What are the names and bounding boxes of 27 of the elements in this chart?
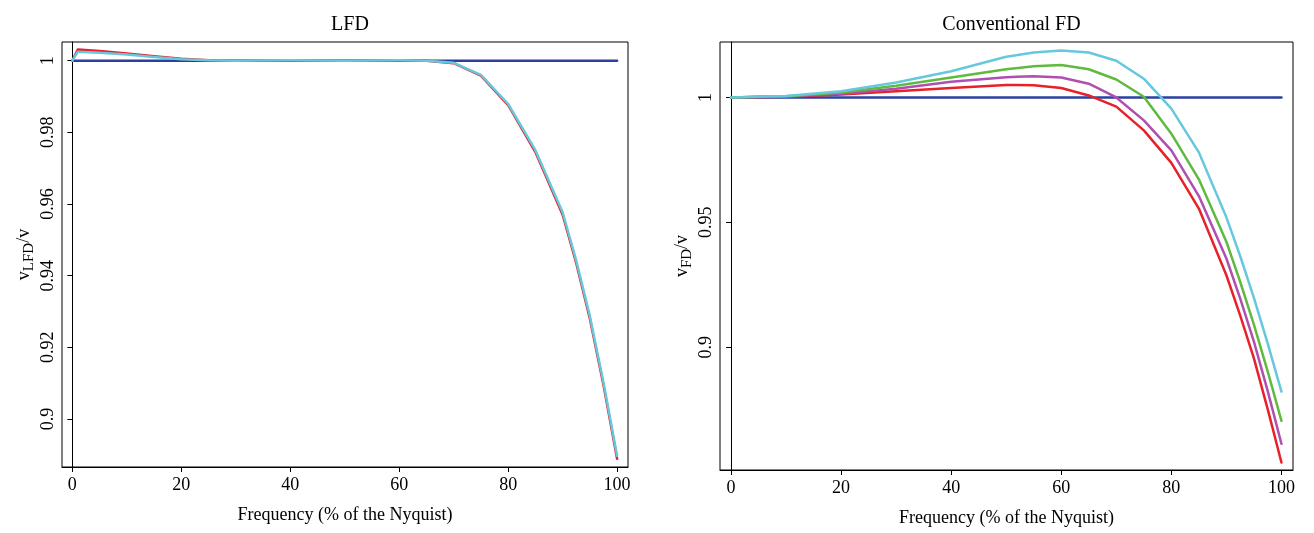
y-tick-label: 0.9 [695,335,715,359]
x-tick-label: 100 [1267,477,1295,497]
y-tick-label: 1 [695,92,715,102]
chart-title: Conventional FD [942,12,1081,34]
y-tick-label: 0.95 [695,206,715,239]
x-tick-label: 0 [67,474,77,494]
y-tick-label: 0.98 [37,116,57,149]
chart-title: LFD [331,12,369,34]
y-tick-label: 0.92 [37,331,57,364]
x-tick-label: 40 [942,477,961,497]
x-tick-label: 60 [1052,477,1071,497]
x-tick-label: 100 [603,474,631,494]
y-axis-title: vFD/v [671,234,694,278]
x-tick-label: 40 [281,474,300,494]
x-tick-label: 0 [726,477,736,497]
x-tick-label: 20 [832,477,851,497]
y-tick-label: 1 [37,56,57,66]
x-axis-title: Frequency (% of the Nyquist) [899,507,1114,528]
y-tick-label: 0.96 [37,188,57,220]
y-tick-label: 0.9 [37,407,57,431]
y-tick-label: 0.94 [37,259,57,292]
x-axis-title: Frequency (% of the Nyquist) [237,504,453,525]
y-axis-title: vLFD/v [13,228,36,281]
x-tick-label: 80 [499,474,518,494]
x-tick-label: 80 [1162,477,1181,497]
x-tick-label: 60 [390,474,409,494]
x-tick-label: 20 [172,474,191,494]
